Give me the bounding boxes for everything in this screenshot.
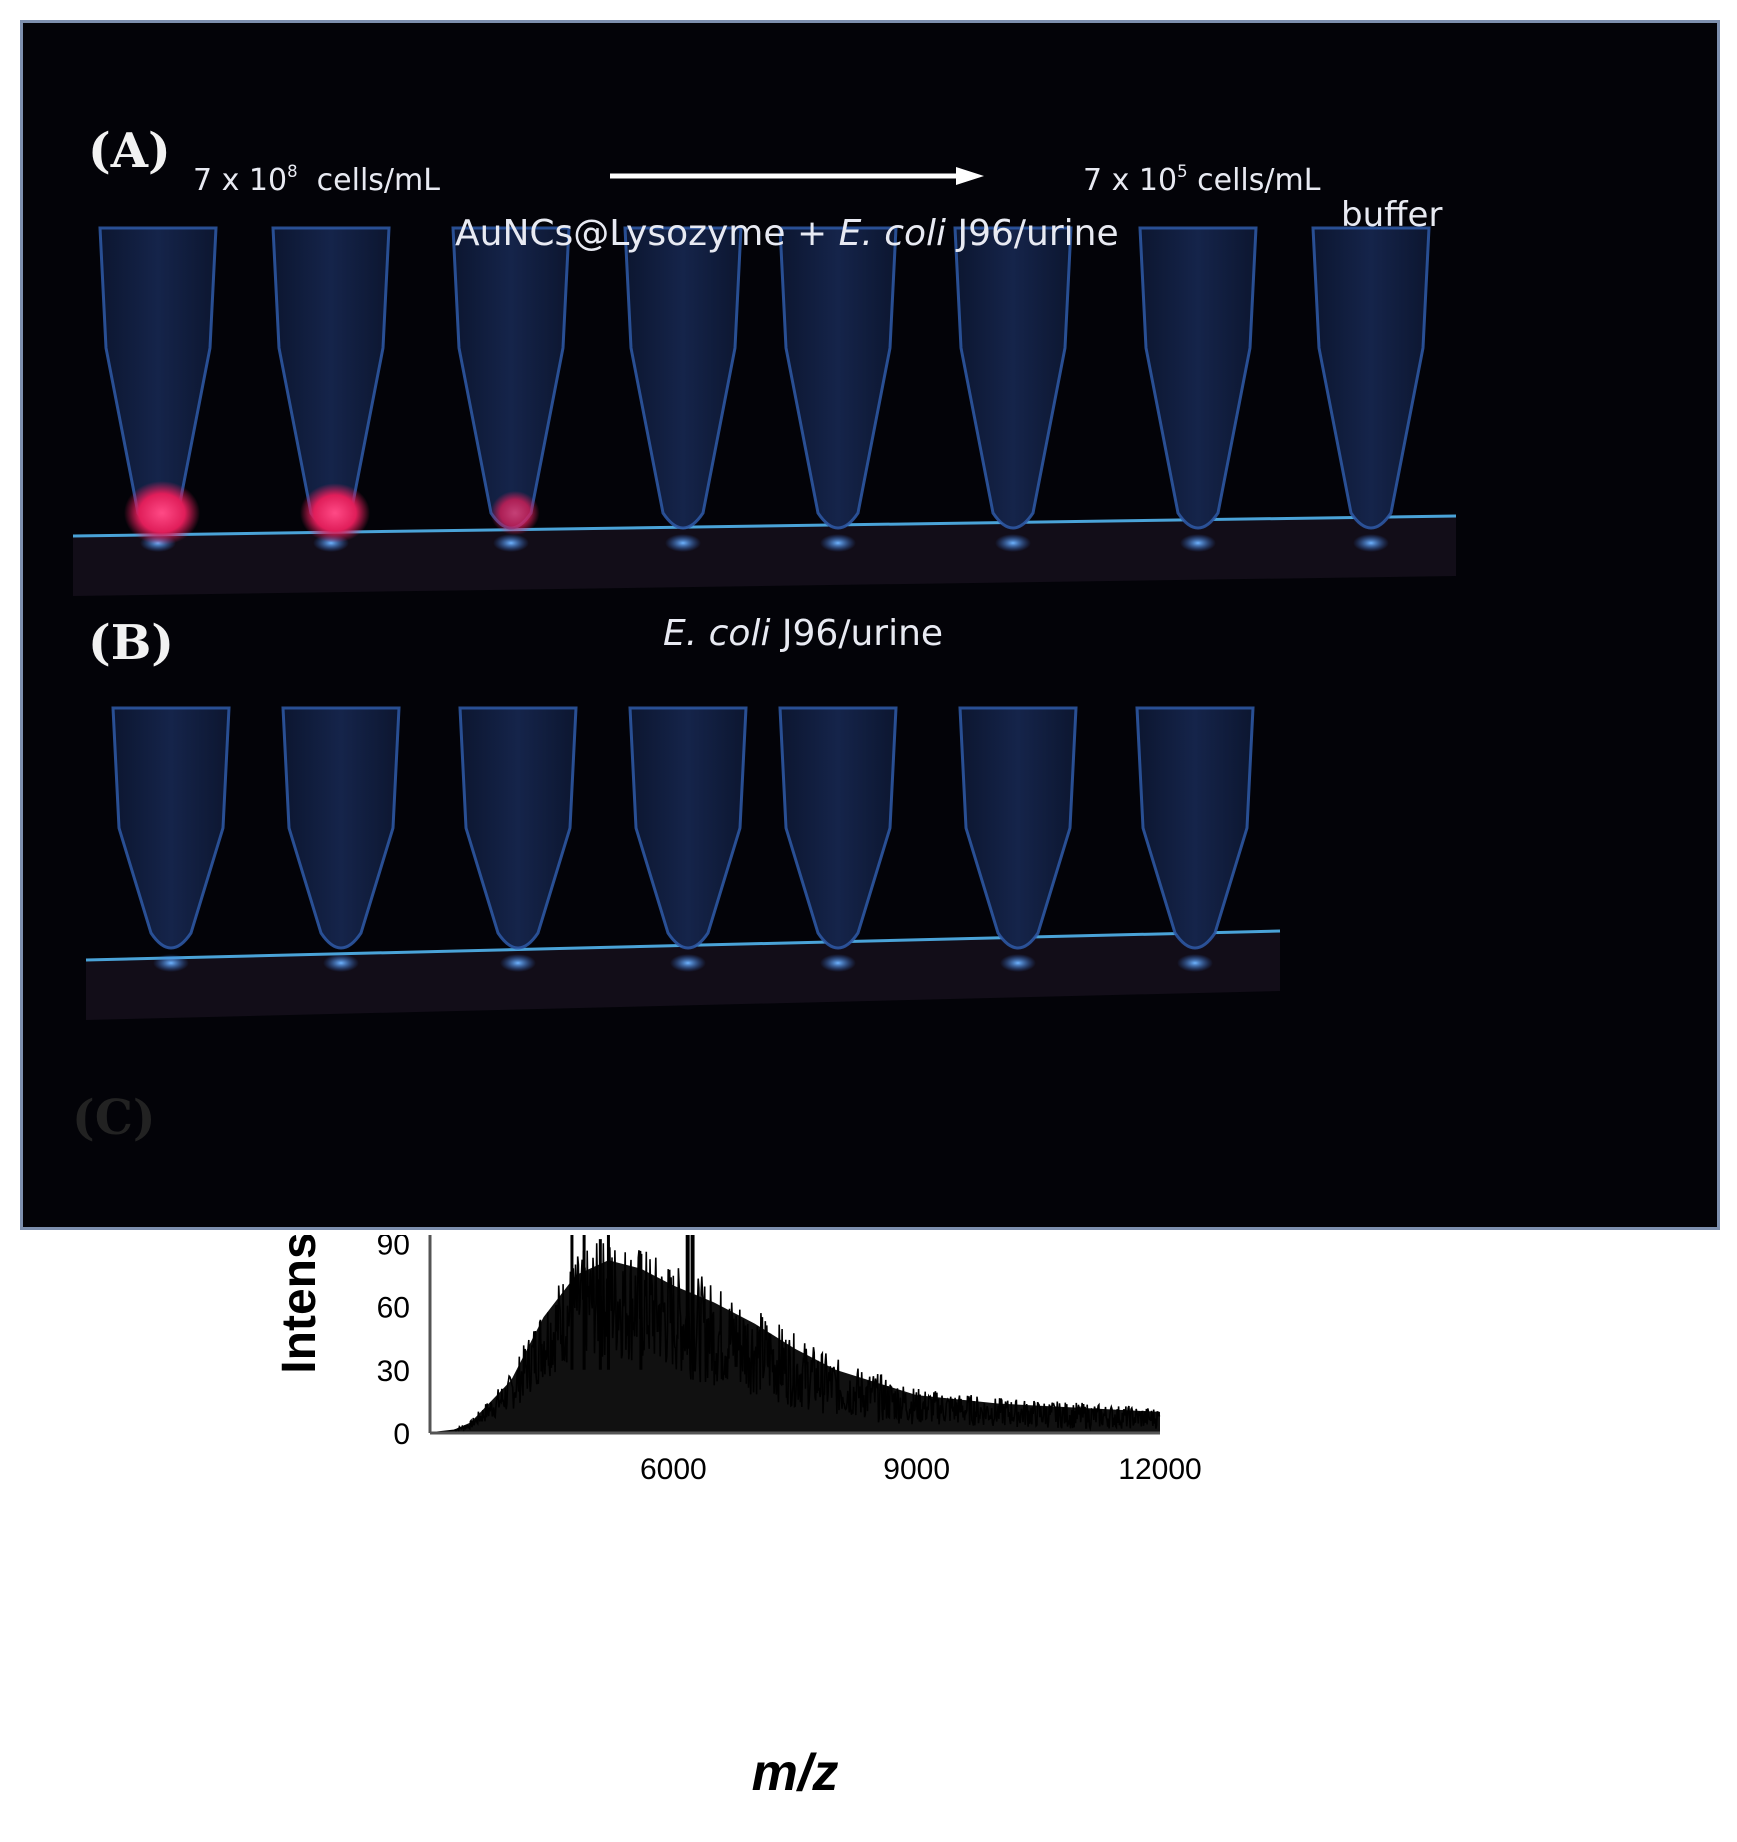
x-axis-label: m/z <box>752 1744 839 1802</box>
buffer-label: buffer <box>1341 195 1443 235</box>
panel-a-tube <box>623 226 743 552</box>
high-conc-exponent: 8 <box>287 162 298 182</box>
panel-a-red-fluorescence <box>490 490 540 536</box>
panel-a-title-prefix: AuNCs@Lysozyme + <box>455 213 839 254</box>
x-tick-label: 6000 <box>640 1453 707 1486</box>
high-concentration-label: 7 x 108 cells/mL <box>193 162 440 198</box>
panel-b-tube <box>958 706 1078 972</box>
mass-spectrum-chart: 6177623703060901201506000900012000Intens… <box>273 1235 1202 1802</box>
panel-a-title: AuNCs@Lysozyme + E. coli J96/urine <box>455 213 1119 254</box>
panel-b-tube <box>458 706 578 972</box>
panel-b-title: E. coli J96/urine <box>663 613 943 654</box>
panel-a-red-fluorescence <box>300 483 370 543</box>
panel-a-tubes <box>72 226 1457 596</box>
panel-a-red-fluorescence <box>124 481 200 545</box>
high-conc-unit: cells/mL <box>316 163 440 198</box>
low-conc-prefix: 7 x 10 <box>1083 163 1178 198</box>
panel-a-tube <box>953 226 1073 552</box>
high-conc-prefix: 7 x 10 <box>193 163 288 198</box>
panel-a-tube <box>451 226 571 552</box>
y-tick-label: 30 <box>377 1355 410 1388</box>
panel-a-tube <box>271 226 391 552</box>
low-conc-exponent: 5 <box>1177 162 1188 182</box>
panel-a-tube <box>1138 226 1258 552</box>
panel-b-label: (B) <box>88 615 174 671</box>
panel-c-label: (C) <box>72 1090 156 1146</box>
panel-b-tube <box>628 706 748 972</box>
panel-a-tube <box>778 226 898 552</box>
panel-a-tube <box>98 226 218 552</box>
dilution-arrow <box>610 167 984 185</box>
panel-a-label: (A) <box>88 123 171 179</box>
panel-a-species: E. coli <box>838 213 947 254</box>
tube-photo-layer <box>72 226 1457 1020</box>
fluorescence-photo: (A) 7 x 108 cells/mL 7 x 105 cells/mL bu… <box>20 20 1720 1230</box>
panel-b-tube <box>111 706 231 972</box>
low-conc-unit: cells/mL <box>1197 163 1321 198</box>
x-tick-label: 9000 <box>883 1453 950 1486</box>
panel-b-title-suffix: J96/urine <box>770 613 944 654</box>
y-tick-label: 0 <box>393 1418 410 1451</box>
panel-b-tube <box>281 706 401 972</box>
panel-b-tubes <box>85 706 1281 1020</box>
panel-b-species: E. coli <box>663 613 771 654</box>
panel-b-tube <box>1135 706 1255 972</box>
x-tick-label: 12000 <box>1118 1453 1201 1486</box>
y-tick-label: 90 <box>377 1235 410 1261</box>
y-tick-label: 60 <box>377 1292 410 1325</box>
panel-a-rack-base <box>73 516 1456 596</box>
y-axis-label: Intensity <box>273 1235 326 1374</box>
panel-a-rack-edge <box>72 514 1457 538</box>
low-concentration-label: 7 x 105 cells/mL <box>1083 162 1321 198</box>
panel-a-tube <box>1311 226 1431 552</box>
panel-b-tube <box>778 706 898 972</box>
panel-a-title-suffix: J96/urine <box>946 213 1119 254</box>
